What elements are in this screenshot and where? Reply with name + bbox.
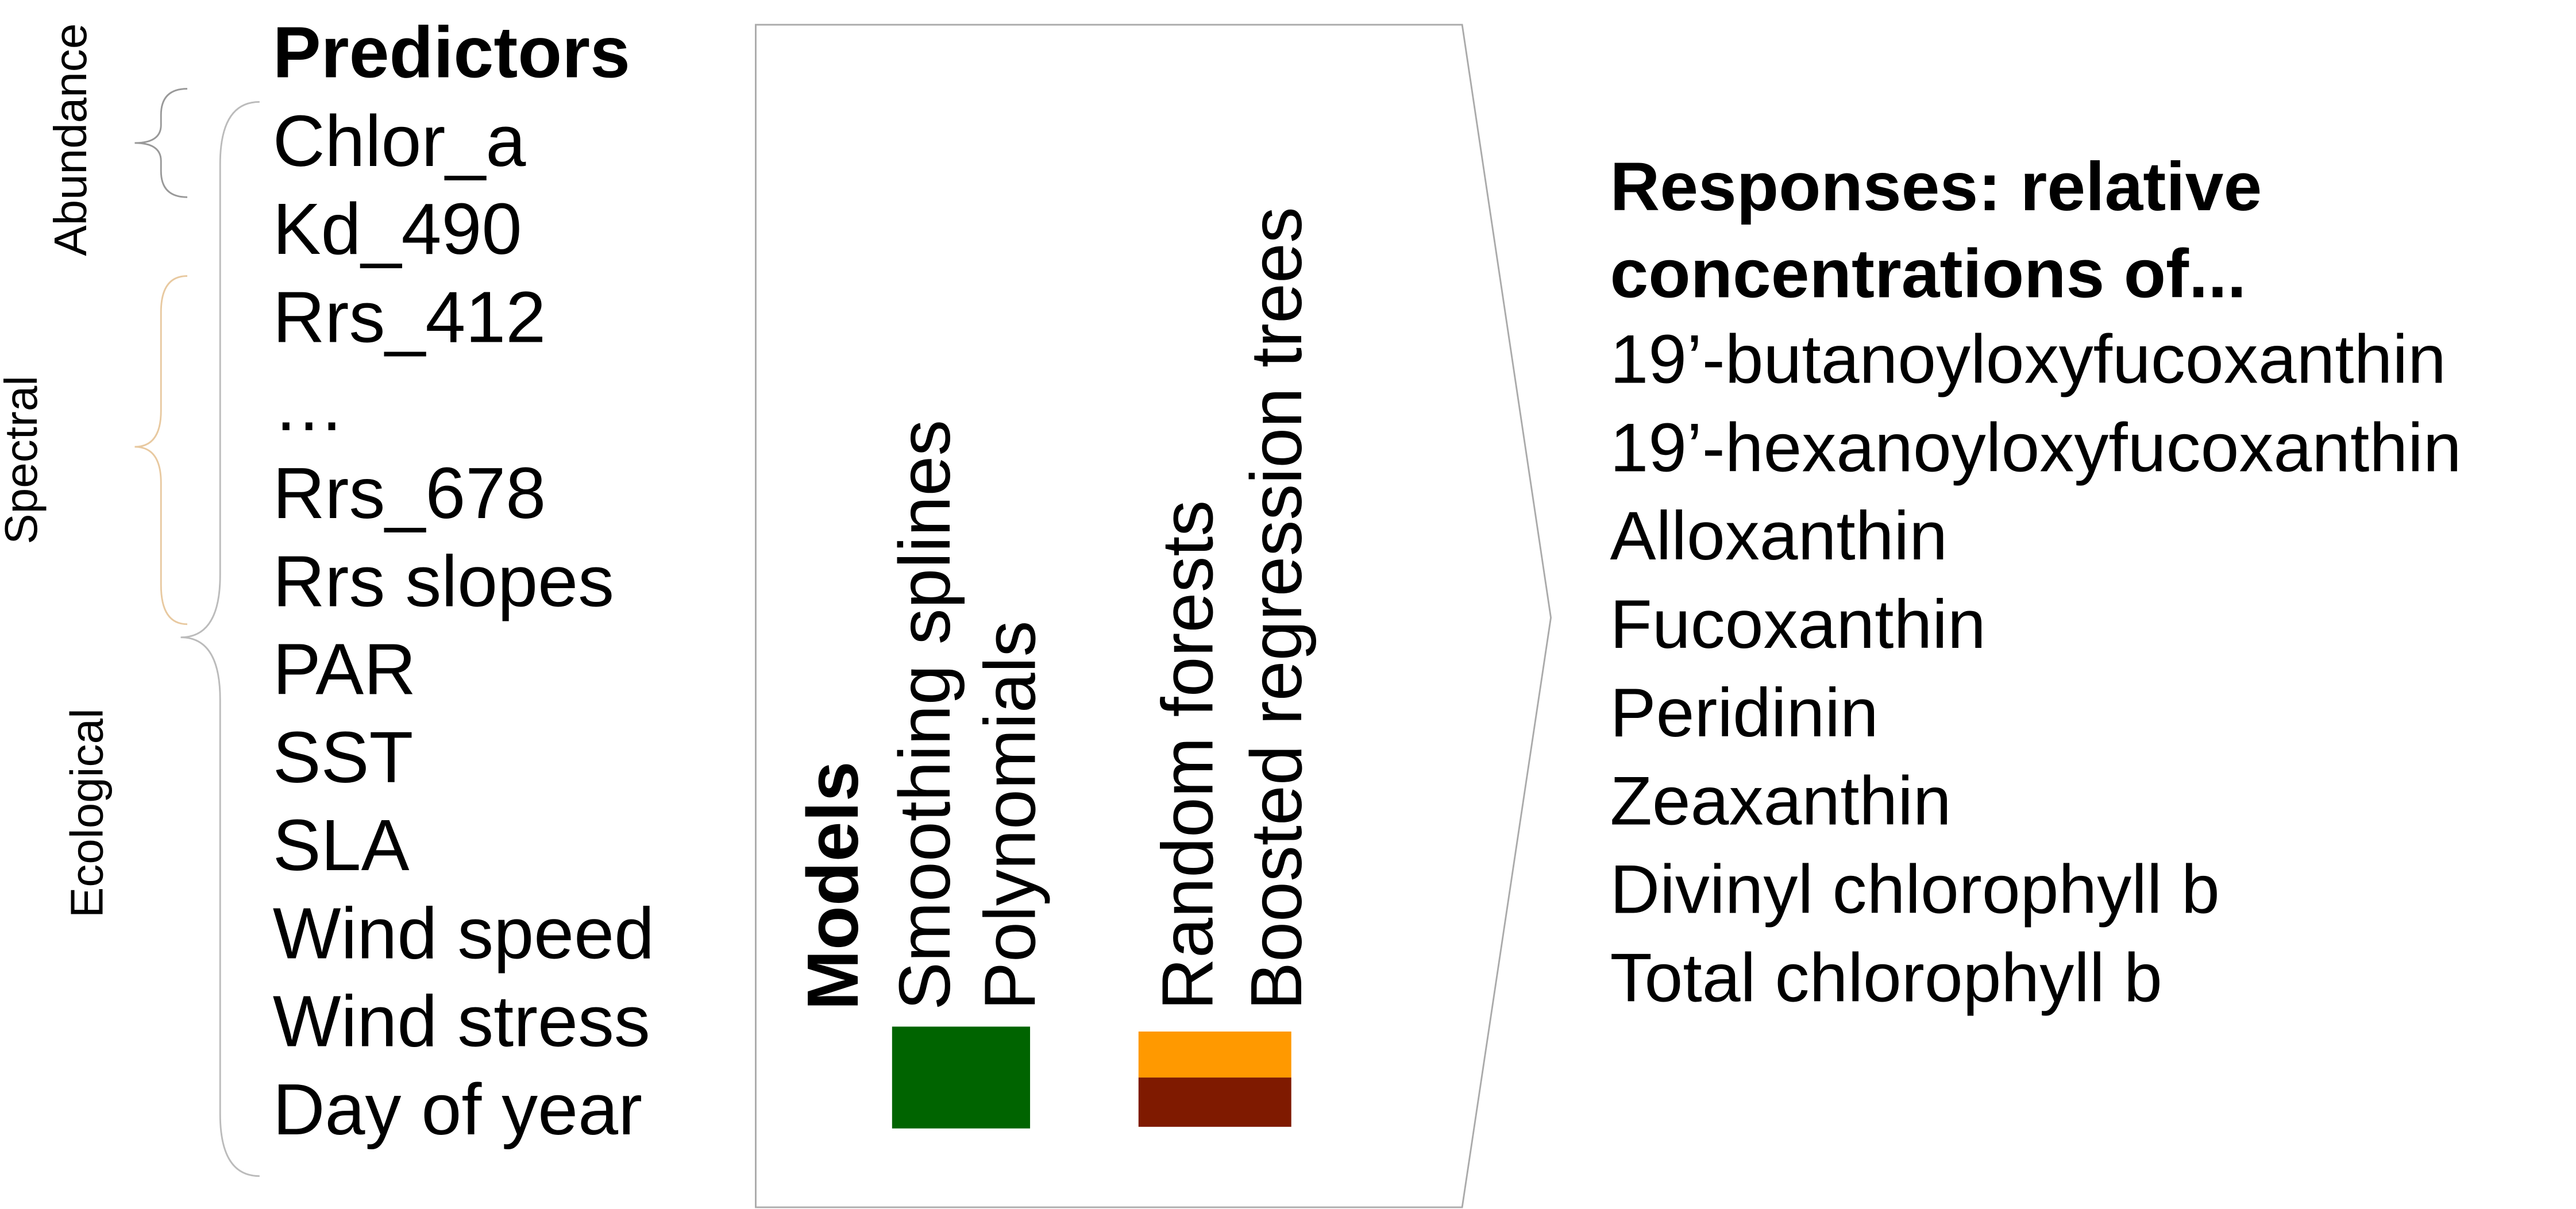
model-box	[755, 24, 1552, 1208]
group-label: Ecological	[61, 708, 112, 918]
response: Alloxanthin	[1610, 497, 1948, 574]
group-label: Spectral	[0, 376, 47, 544]
response: Fucoxanthin	[1610, 586, 1986, 663]
predictor: SLA	[273, 805, 410, 886]
orange-swatch	[1138, 1032, 1291, 1078]
predictor: SST	[273, 717, 414, 798]
response: Divinyl chlorophyll b	[1610, 851, 2220, 928]
group-label: Abundance	[45, 24, 96, 256]
green-swatch	[892, 1026, 1031, 1129]
texts: PredictorsChlor_aKd_490Rrs_412…Rrs_678Rr…	[0, 12, 2462, 1150]
predictor: Day of year	[273, 1069, 642, 1150]
predictor: Chlor_a	[273, 101, 526, 181]
predictor: Wind speed	[273, 893, 654, 974]
models-title: Models	[792, 761, 873, 1010]
model: Boosted regression trees	[1236, 207, 1317, 1010]
response: 19’-butanoyloxyfucoxanthin	[1610, 320, 2446, 397]
predictor: …	[273, 365, 345, 446]
predictors-title: Predictors	[273, 12, 630, 93]
predictor: Kd_490	[273, 188, 522, 269]
model: Random forests	[1147, 500, 1228, 1010]
response: Total chlorophyll b	[1610, 939, 2162, 1016]
predictor: Rrs slopes	[273, 540, 614, 621]
model: Smoothing splines	[884, 420, 965, 1010]
predictor: Rrs_412	[273, 277, 546, 358]
ecological-brace	[180, 101, 260, 1177]
abundance-brace	[134, 88, 188, 198]
responses-title: Responses: relative	[1610, 148, 2262, 225]
predictor: Wind stress	[273, 981, 650, 1062]
response: Zeaxanthin	[1610, 763, 1952, 840]
predictor: PAR	[273, 629, 416, 710]
predictor: Rrs_678	[273, 453, 546, 534]
spectral-brace	[134, 275, 188, 625]
response: Peridinin	[1610, 674, 1879, 751]
model: Polynomials	[970, 621, 1051, 1010]
response: 19’-hexanoyloxyfucoxanthin	[1610, 409, 2462, 486]
responses-title: concentrations of...	[1610, 235, 2247, 312]
red-swatch	[1138, 1077, 1291, 1127]
